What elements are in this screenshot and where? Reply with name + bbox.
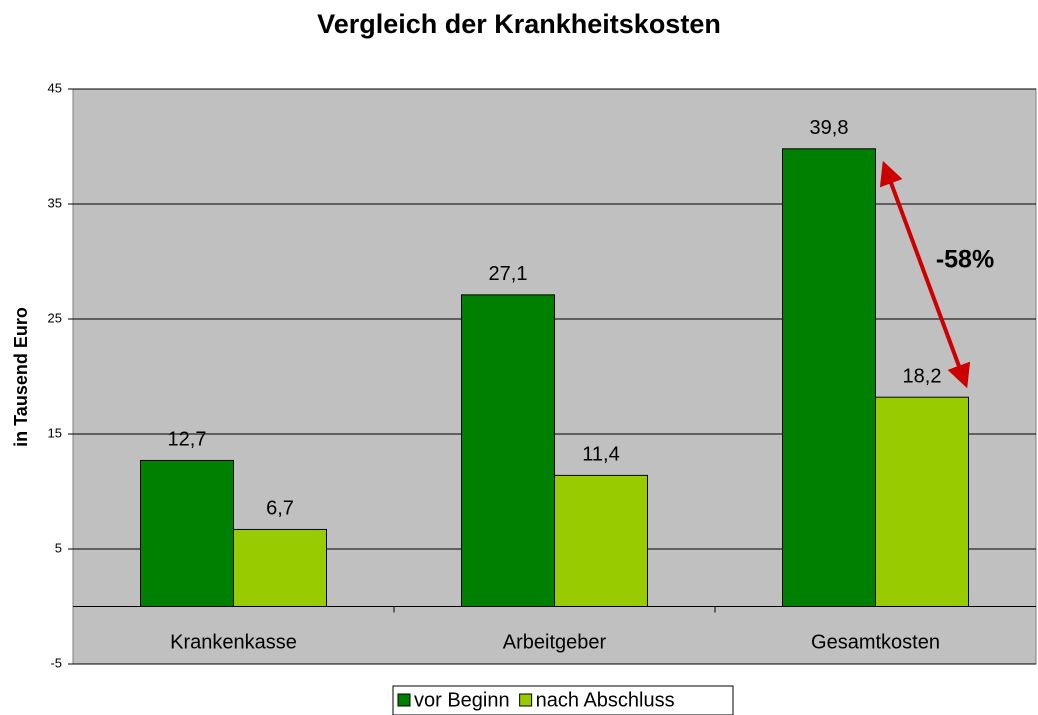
y-tick-label: 35 <box>48 195 62 210</box>
x-tick-label: Gesamtkosten <box>811 631 940 653</box>
value-label: 11,4 <box>582 444 619 466</box>
value-label: 27,1 <box>489 263 528 285</box>
bar <box>233 528 327 608</box>
legend-label: nach Abschluss <box>536 689 675 711</box>
y-tick-label: -5 <box>50 655 62 670</box>
y-tick-label: 15 <box>48 425 62 440</box>
bar <box>782 148 876 608</box>
bar <box>875 396 969 608</box>
chart-title: Vergleich der Krankheitskosten <box>317 9 721 39</box>
y-axis-label: in Tausend Euro <box>11 307 31 447</box>
x-tick-label: Krankenkasse <box>170 631 297 653</box>
value-label: 6,7 <box>266 498 294 520</box>
change-arrow <box>879 160 971 389</box>
x-tick-label: Arbeitgeber <box>503 631 607 653</box>
legend-items: vor Beginn nach Abschluss <box>397 689 675 711</box>
plot: -5 5 15 25 35 45 Krankenkasse 12,7 6,7 Arbeitgebe… <box>48 80 1036 670</box>
value-label: 39,8 <box>810 117 849 139</box>
y-tick-label: 45 <box>48 80 62 95</box>
legend-swatch <box>519 693 533 707</box>
value-label: 12,7 <box>168 429 207 451</box>
bar <box>554 474 648 607</box>
y-tick-label: 5 <box>55 540 62 555</box>
annotation: -58% <box>936 246 994 274</box>
legend-swatch <box>397 693 411 707</box>
y-tick-label: 25 <box>48 310 62 325</box>
legend <box>392 685 734 715</box>
bar <box>140 459 234 608</box>
legend-label: vor Beginn <box>414 689 510 711</box>
bar <box>461 294 555 607</box>
value-label: 18,2 <box>903 365 942 387</box>
